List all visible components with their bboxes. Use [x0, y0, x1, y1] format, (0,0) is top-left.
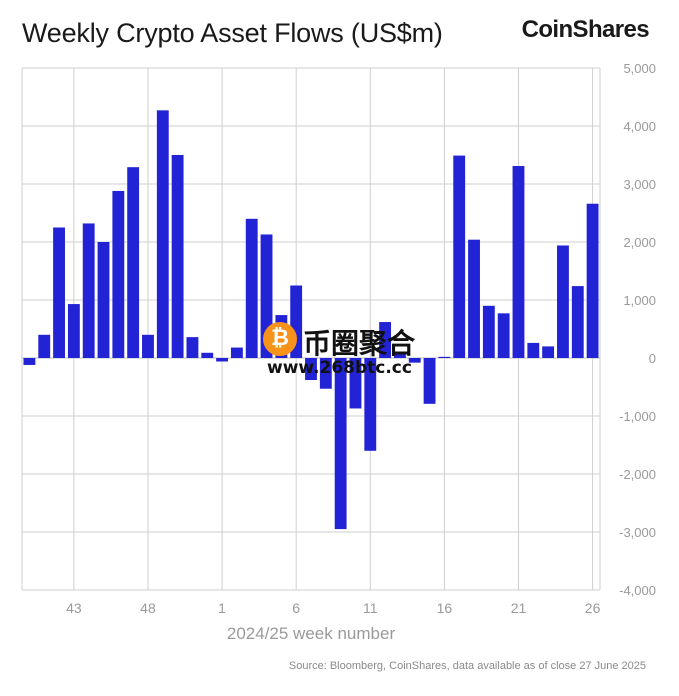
bar [216, 358, 229, 362]
bar [171, 155, 184, 358]
y-tick-label: 4,000 [623, 119, 656, 134]
bar [586, 203, 599, 358]
x-tick-label: 1 [218, 600, 226, 616]
bar-chart: 5,000 4,000 3,000 2,000 1,000 0 -1,000 -2,000 -3… [21, 61, 656, 643]
y-tick-label: 3,000 [623, 177, 656, 192]
bar [542, 346, 555, 358]
bar [67, 304, 80, 358]
bar [453, 155, 466, 358]
source-note: Source: Bloomberg, CoinShares, data avai… [288, 660, 646, 672]
y-tick-label: 5,000 [623, 61, 656, 76]
y-tick-label: 1,000 [623, 293, 656, 308]
bar [408, 358, 421, 363]
bar [53, 227, 65, 358]
y-tick-label: -1,000 [619, 409, 656, 424]
bars [23, 110, 599, 530]
y-tick-label: -4,000 [619, 583, 656, 598]
y-tick-label: 0 [649, 351, 656, 366]
bar [423, 358, 436, 404]
x-tick-label: 26 [585, 600, 601, 616]
y-tick-label: -3,000 [619, 525, 656, 540]
bar [393, 354, 406, 358]
x-axis-label: 2024/25 week number [227, 624, 396, 643]
bar [245, 218, 258, 358]
x-tick-label: 6 [292, 600, 300, 616]
x-tick-label: 43 [66, 600, 82, 616]
bar [349, 358, 362, 409]
y-tick-label: 2,000 [623, 235, 656, 250]
bar [82, 223, 95, 358]
watermark-chinese-text: 币圈聚合 [303, 327, 416, 360]
bar [571, 286, 584, 358]
bar [112, 190, 125, 358]
bar [497, 313, 510, 358]
bar [319, 358, 332, 389]
bar [97, 242, 110, 358]
bar [468, 239, 480, 358]
bar [438, 356, 451, 358]
x-axis-ticks: 43 48 1 6 11 16 21 26 [66, 600, 601, 616]
bar [334, 358, 347, 530]
x-tick-label: 21 [511, 600, 527, 616]
x-tick-label: 16 [437, 600, 453, 616]
y-tick-label: -2,000 [619, 467, 656, 482]
x-tick-label: 11 [363, 600, 378, 616]
x-tick-label: 48 [140, 600, 156, 616]
bar [260, 234, 273, 358]
y-axis-ticks: 5,000 4,000 3,000 2,000 1,000 0 -1,000 -2,000 -3… [619, 61, 656, 598]
bar [305, 358, 317, 381]
bar [38, 334, 51, 358]
watermark-url: www.268btc.cc [267, 358, 412, 378]
bar [379, 322, 392, 358]
bar [201, 352, 214, 358]
bar [127, 167, 140, 358]
bar [364, 358, 377, 451]
brand-logo: CoinShares [521, 16, 650, 43]
bar [230, 347, 243, 358]
bar [482, 305, 495, 358]
bar [557, 245, 569, 358]
bar [512, 166, 525, 358]
bitcoin-icon: ₿ [263, 322, 297, 356]
bar [290, 285, 303, 358]
bar [156, 110, 169, 358]
bar [142, 334, 154, 358]
bar [186, 337, 199, 358]
bar [23, 358, 36, 365]
chart-title: Weekly Crypto Asset Flows (US$m) [22, 18, 443, 48]
bar [527, 342, 540, 358]
